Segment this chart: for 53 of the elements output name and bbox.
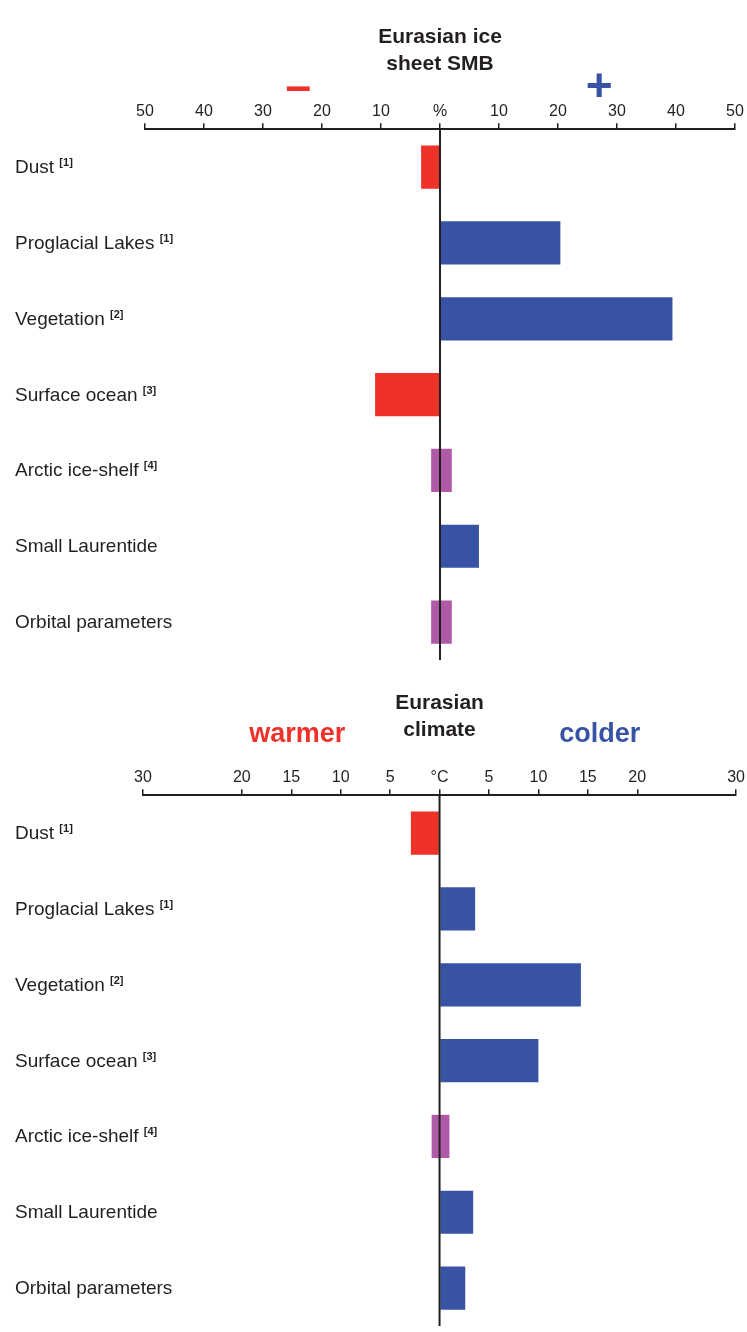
y-tick-label: Proglacial Lakes $^{[1]}$: [15, 897, 174, 921]
bar: [440, 1038, 539, 1083]
y-tick-label: Vegetation $^{[2]}$: [15, 973, 124, 996]
x-tick-label: %: [432, 102, 448, 120]
x-tick-label: 15: [578, 768, 597, 786]
bar: [421, 145, 440, 189]
x-tick-label: 40: [195, 102, 213, 120]
x-tick-label: 20: [628, 768, 647, 786]
x-tick-label: 40: [667, 102, 685, 120]
bar: [440, 297, 673, 341]
x-tick-label: 10: [529, 768, 548, 786]
chart-title: Eurasian ice sheet SMB: [377, 23, 503, 76]
x-tick-label: 10: [490, 102, 508, 120]
x-tick-label: 5: [385, 768, 395, 786]
y-tick-label: Orbital parameters: [15, 1277, 173, 1300]
x-tick-label: 20: [549, 102, 567, 120]
text: warmer: [249, 718, 346, 748]
x-tick-label: 10: [372, 102, 390, 120]
bar: [375, 372, 440, 417]
y-tick-label: Orbital parameters: [15, 611, 173, 634]
bar: [440, 524, 479, 568]
y-tick-label: Surface ocean $^{[3]}$: [15, 1049, 157, 1072]
bar: [440, 1266, 466, 1310]
bar: [431, 600, 452, 644]
x-tick-label: 20: [232, 768, 251, 786]
y-tick-label: Proglacial Lakes $^{[1]}$: [15, 231, 174, 255]
x-tick-label: 30: [254, 102, 272, 120]
x-tick-label: 10: [331, 768, 350, 786]
x-tick-label: 20: [313, 102, 331, 120]
x-tick-label: 50: [726, 102, 744, 120]
x-tick-label: 5: [484, 768, 494, 786]
text: colder: [559, 718, 641, 748]
x-tick-label: 15: [282, 768, 301, 786]
text: –: [285, 59, 312, 111]
bar: [440, 221, 561, 265]
bar: [440, 887, 476, 931]
y-tick-label: Surface ocean $^{[3]}$: [15, 383, 157, 406]
y-tick-label: Small Laurentide: [15, 535, 158, 558]
bar: [440, 1190, 474, 1234]
y-tick-label: Small Laurentide: [15, 1201, 158, 1224]
x-tick-label: 30: [134, 768, 152, 786]
x-tick-label: 50: [136, 102, 154, 120]
bar: [410, 811, 439, 855]
x-tick-label: 30: [727, 768, 746, 786]
bar: [431, 448, 452, 493]
y-tick-label: Arctic ice-shelf $^{[4]}$: [15, 459, 158, 482]
bar: [440, 963, 581, 1007]
y-tick-label: Dust $^{[1]}$: [15, 155, 73, 179]
y-tick-label: Arctic ice-shelf $^{[4]}$: [15, 1125, 158, 1148]
chart-title: Eurasian climate: [394, 689, 485, 742]
x-tick-label: °C: [430, 768, 449, 786]
y-tick-label: Dust $^{[1]}$: [15, 821, 73, 845]
y-tick-label: Vegetation $^{[2]}$: [15, 307, 124, 330]
